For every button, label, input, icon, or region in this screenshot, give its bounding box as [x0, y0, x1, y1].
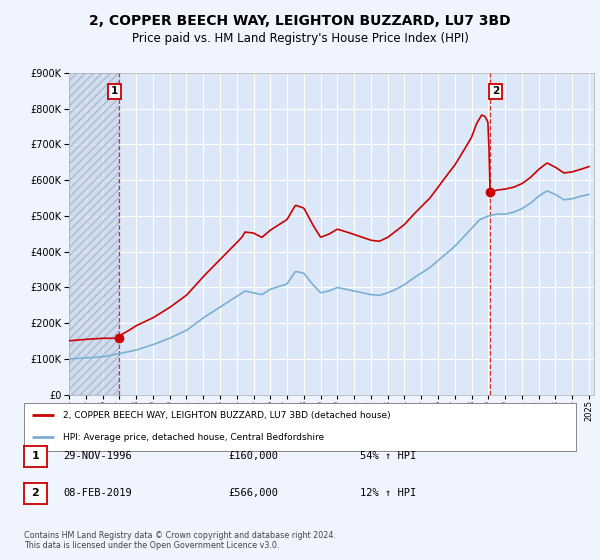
Text: 1: 1: [32, 451, 39, 461]
Text: 12% ↑ HPI: 12% ↑ HPI: [360, 488, 416, 498]
Bar: [69, 73, 119, 395]
Text: 2, COPPER BEECH WAY, LEIGHTON BUZZARD, LU7 3BD (detached house): 2, COPPER BEECH WAY, LEIGHTON BUZZARD, L…: [62, 410, 390, 419]
Text: 2: 2: [491, 86, 499, 96]
Bar: [69, 73, 119, 395]
Text: Price paid vs. HM Land Registry's House Price Index (HPI): Price paid vs. HM Land Registry's House …: [131, 32, 469, 45]
Text: HPI: Average price, detached house, Central Bedfordshire: HPI: Average price, detached house, Cent…: [62, 433, 324, 442]
Text: £566,000: £566,000: [228, 488, 278, 498]
Text: 29-NOV-1996: 29-NOV-1996: [63, 451, 132, 461]
Text: 54% ↑ HPI: 54% ↑ HPI: [360, 451, 416, 461]
Text: Contains HM Land Registry data © Crown copyright and database right 2024.
This d: Contains HM Land Registry data © Crown c…: [24, 531, 336, 550]
Text: 1: 1: [111, 86, 118, 96]
Text: 2, COPPER BEECH WAY, LEIGHTON BUZZARD, LU7 3BD: 2, COPPER BEECH WAY, LEIGHTON BUZZARD, L…: [89, 14, 511, 28]
Text: 2: 2: [32, 488, 39, 498]
Text: £160,000: £160,000: [228, 451, 278, 461]
Text: 08-FEB-2019: 08-FEB-2019: [63, 488, 132, 498]
